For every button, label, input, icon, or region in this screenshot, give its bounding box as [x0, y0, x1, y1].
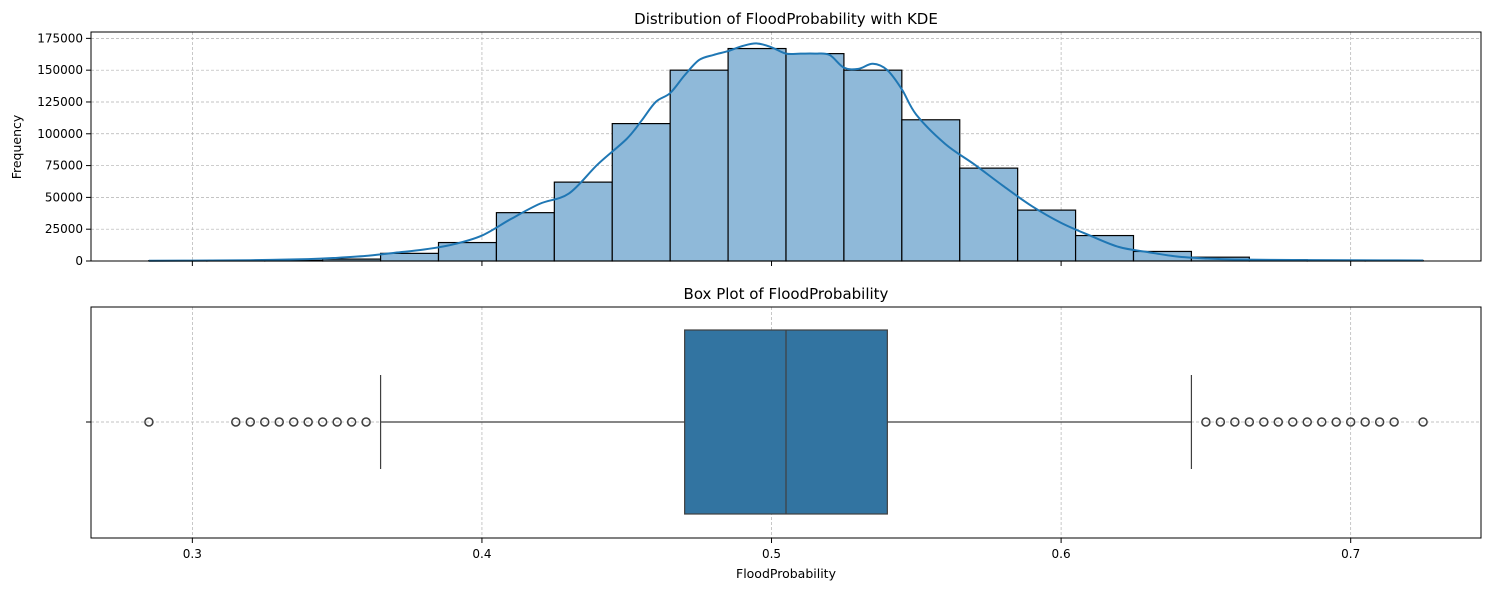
boxplot-outlier-point — [1288, 417, 1298, 427]
histogram-y-ticks: 0 25000 50000 75000 100000 125000 150000 175000 — [37, 31, 91, 268]
histogram-y-tick-label: 125000 — [37, 95, 83, 109]
boxplot-title: Box Plot of FloodProbability — [684, 285, 889, 303]
boxplot-x-tick-label: 0.7 — [1341, 547, 1360, 561]
histogram-bar — [727, 47, 787, 262]
histogram-bar — [379, 252, 440, 262]
histogram-bar — [901, 119, 961, 262]
boxplot-outlier-point — [1345, 417, 1356, 427]
boxplot-x-tick-label: 0.6 — [1052, 547, 1071, 561]
boxplot-elements — [379, 329, 1193, 515]
histogram-y-tick-label: 100000 — [37, 127, 83, 141]
boxplot-outlier-point — [288, 417, 299, 427]
boxplot-x-tick-label: 0.4 — [472, 547, 491, 561]
histogram-x-tickmarks — [191, 261, 1352, 266]
boxplot-outlier-point — [1259, 417, 1269, 427]
boxplot-outlier-point — [231, 417, 241, 427]
histogram-panel: 0 25000 50000 75000 100000 125000 150000 175000… — [9, 10, 1482, 268]
histogram-y-axis-label: Frequency — [9, 114, 24, 179]
boxplot-outlier-point — [346, 417, 357, 427]
histogram-bar — [669, 69, 729, 262]
histogram-y-tick-label: 150000 — [37, 63, 83, 77]
boxplot-outlier-point — [144, 417, 154, 427]
boxplot-outlier-point — [1215, 417, 1226, 427]
boxplot-outlier-point — [1418, 417, 1428, 427]
histogram-y-tick-label: 25000 — [45, 222, 83, 236]
histogram-axes-frame — [90, 31, 1482, 262]
boxplot-outliers — [144, 417, 1428, 427]
boxplot-x-tick-label: 0.5 — [762, 547, 781, 561]
boxplot-x-ticks: 0.3 0.4 0.5 0.6 0.7 — [183, 538, 1360, 561]
boxplot-outlier-point — [303, 417, 313, 427]
histogram-title: Distribution of FloodProbability with KD… — [634, 10, 938, 28]
boxplot-outlier-point — [317, 417, 328, 427]
boxplot-outlier-point — [1360, 417, 1370, 427]
histogram-bar — [553, 181, 613, 262]
boxplot-outlier-point — [1244, 417, 1255, 427]
histogram-bar — [959, 167, 1019, 262]
boxplot-x-axis-label: FloodProbability — [736, 566, 837, 581]
boxplot-x-tick-label: 0.3 — [183, 547, 202, 561]
boxplot-outlier-point — [1230, 417, 1240, 427]
boxplot-outlier-point — [1331, 417, 1341, 427]
boxplot-outlier-point — [361, 417, 371, 427]
kde-line — [148, 42, 1424, 262]
histogram-y-tick-label: 50000 — [45, 190, 83, 204]
boxplot-outlier-point — [1273, 417, 1284, 427]
boxplot-panel: 0.3 0.4 0.5 0.6 0.7 Box Plot of FloodProbabi… — [86, 285, 1482, 581]
boxplot-outlier-point — [260, 417, 270, 427]
boxplot-outlier-point — [1389, 417, 1399, 427]
histogram-y-tick-label: 0 — [75, 254, 83, 268]
histogram-y-tick-label: 175000 — [37, 31, 83, 45]
boxplot-outlier-point — [1316, 417, 1327, 427]
boxplot-outlier-point — [1201, 417, 1211, 427]
histogram-bar — [495, 212, 555, 262]
boxplot-outlier-point — [1302, 417, 1312, 427]
histogram-bar — [785, 53, 845, 262]
boxplot-outlier-point — [1374, 417, 1385, 427]
histogram-bar — [843, 69, 903, 262]
histogram-bar — [1017, 209, 1077, 262]
boxplot-outlier-point — [332, 417, 342, 427]
boxplot-outlier-point — [274, 417, 284, 427]
histogram-y-tick-label: 75000 — [45, 159, 83, 173]
boxplot-outlier-point — [245, 417, 256, 427]
